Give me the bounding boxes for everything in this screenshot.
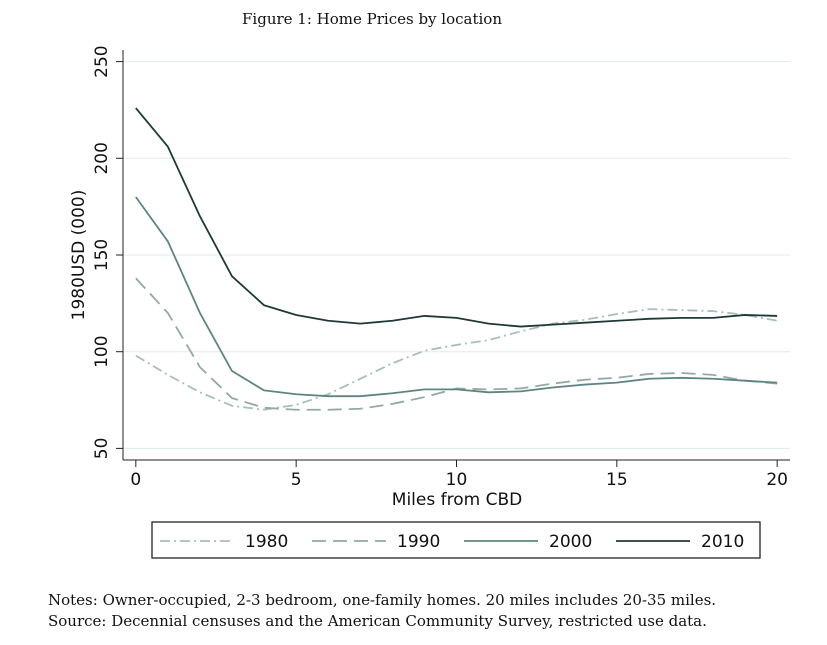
legend-label: 2010 [701, 532, 744, 552]
x-tick-label: 10 [446, 470, 468, 490]
x-tick-label: 5 [291, 470, 302, 490]
y-tick-label: 100 [92, 335, 112, 367]
series-line [135, 277, 778, 411]
legend-label: 2000 [549, 532, 592, 552]
series-line [135, 196, 778, 398]
x-tick-label: 15 [606, 470, 628, 490]
chart-title: Figure 1: Home Prices by location [242, 10, 502, 28]
series-line [135, 107, 778, 328]
y-tick-label: 250 [92, 45, 112, 77]
y-tick-label: 50 [92, 438, 112, 460]
x-tick-label: 0 [130, 470, 141, 490]
x-axis-label: Miles from CBD [392, 490, 522, 510]
note: Source: Decennial censuses and the Ameri… [48, 612, 707, 630]
x-tick-label: 20 [766, 470, 788, 490]
note: Notes: Owner-occupied, 2-3 bedroom, one-… [48, 591, 716, 609]
legend-box [151, 521, 761, 559]
legend-label: 1990 [397, 532, 440, 552]
legend-label: 1980 [245, 532, 288, 552]
y-tick-label: 200 [92, 142, 112, 174]
y-axis-label: 1980USD (000) [69, 190, 89, 321]
y-tick-label: 150 [92, 239, 112, 271]
series-line [135, 308, 778, 411]
